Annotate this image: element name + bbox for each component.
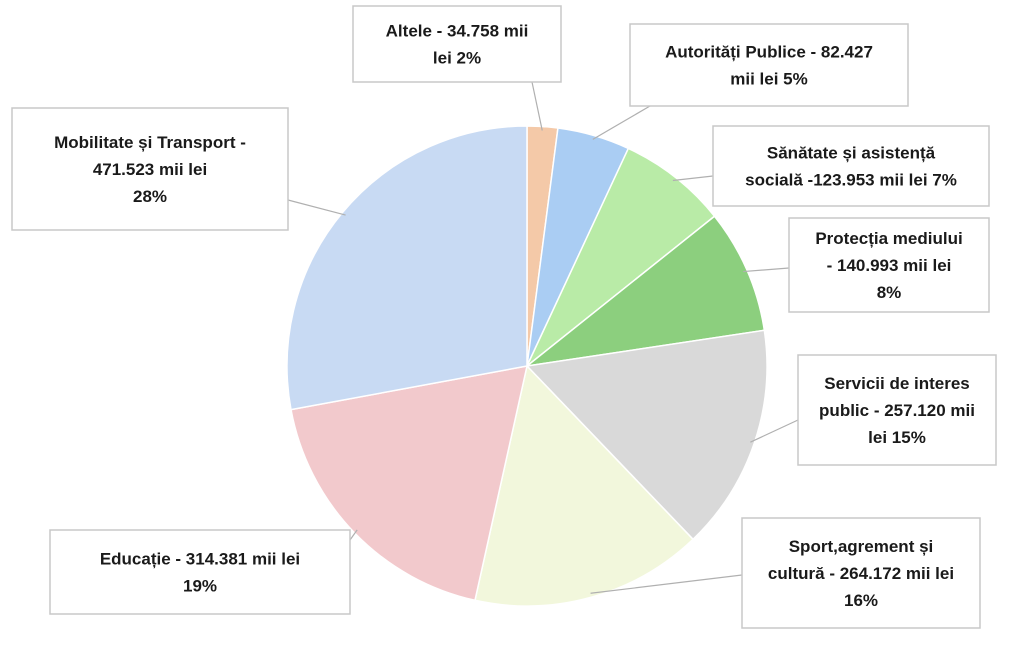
slice-label-text: - 140.993 mii lei: [827, 256, 952, 275]
leader-line: [287, 199, 346, 216]
label-box-frame: [797, 354, 997, 466]
leader-line: [349, 529, 358, 541]
leader-line: [750, 419, 799, 443]
label-box-frame: [49, 529, 351, 615]
leader-line: [590, 574, 743, 594]
pie-slice: [524, 215, 766, 368]
slice-label-text: Educație - 314.381 mii lei: [100, 550, 300, 569]
slice-label-text: socială -123.953 mii lei 7%: [745, 171, 957, 190]
slice-label-box: Educație - 314.381 mii lei 19%: [49, 529, 351, 615]
leader-line: [592, 105, 651, 140]
label-box-frame: [712, 125, 990, 207]
slice-label-box: Sport,agrement și cultură - 264.172 mii l…: [741, 517, 981, 629]
pie-slice: [286, 125, 528, 411]
slice-label-box: Protecția mediului - 140.993 mii lei 8%: [788, 217, 990, 313]
slice-labels: Altele - 34.758 mii lei 2% Autorități Publ…: [11, 5, 997, 629]
leader-line: [672, 175, 714, 182]
slice-label-text: lei 2%: [433, 49, 481, 68]
slice-label-box: Autorități Publice - 82.427 mii lei 5%: [629, 23, 909, 107]
slice-label-text: mii lei 5%: [730, 70, 807, 89]
pie-slices: [286, 125, 768, 607]
leader-lines: [287, 81, 799, 594]
label-box-frame: [629, 23, 909, 107]
slice-label-text: lei 15%: [868, 428, 926, 447]
slice-label-text: 19%: [183, 577, 217, 596]
leader-line: [531, 81, 543, 131]
slice-label-text: Sănătate și asistență: [767, 144, 936, 163]
label-box-frame: [741, 517, 981, 629]
slice-label-text: cultură - 264.172 mii lei: [768, 564, 954, 583]
slice-label-text: Autorități Publice - 82.427: [665, 43, 873, 62]
slice-label-text: Altele - 34.758 mii: [386, 22, 529, 41]
slice-label-text: public - 257.120 mii: [819, 401, 975, 420]
label-box-frame: [788, 217, 990, 313]
pie-slice: [290, 365, 528, 602]
slice-label-text: 471.523 mii lei: [93, 160, 207, 179]
slice-label-text: Protecția mediului: [815, 229, 962, 248]
slice-label-box: Sănătate și asistență socială -123.953 mi…: [712, 125, 990, 207]
slice-label-text: Sport,agrement și: [789, 537, 934, 556]
pie-slice: [526, 147, 716, 367]
pie-slice: [474, 364, 695, 607]
slice-label-box: Mobilitate și Transport - 471.523 mii lei…: [11, 107, 289, 231]
leader-line: [743, 267, 790, 273]
label-box-frame: [11, 107, 289, 231]
slice-label-box: Altele - 34.758 mii lei 2%: [352, 5, 562, 83]
slice-label-text: 16%: [844, 591, 878, 610]
label-box-frame: [352, 5, 562, 83]
pie-slice: [525, 329, 768, 541]
slice-label-box: Servicii de interes public - 257.120 mii l…: [797, 354, 997, 466]
slice-label-text: Servicii de interes: [824, 374, 970, 393]
slice-label-text: Mobilitate și Transport -: [54, 133, 246, 152]
slice-label-text: 8%: [877, 283, 902, 302]
slice-label-text: 28%: [133, 187, 167, 206]
